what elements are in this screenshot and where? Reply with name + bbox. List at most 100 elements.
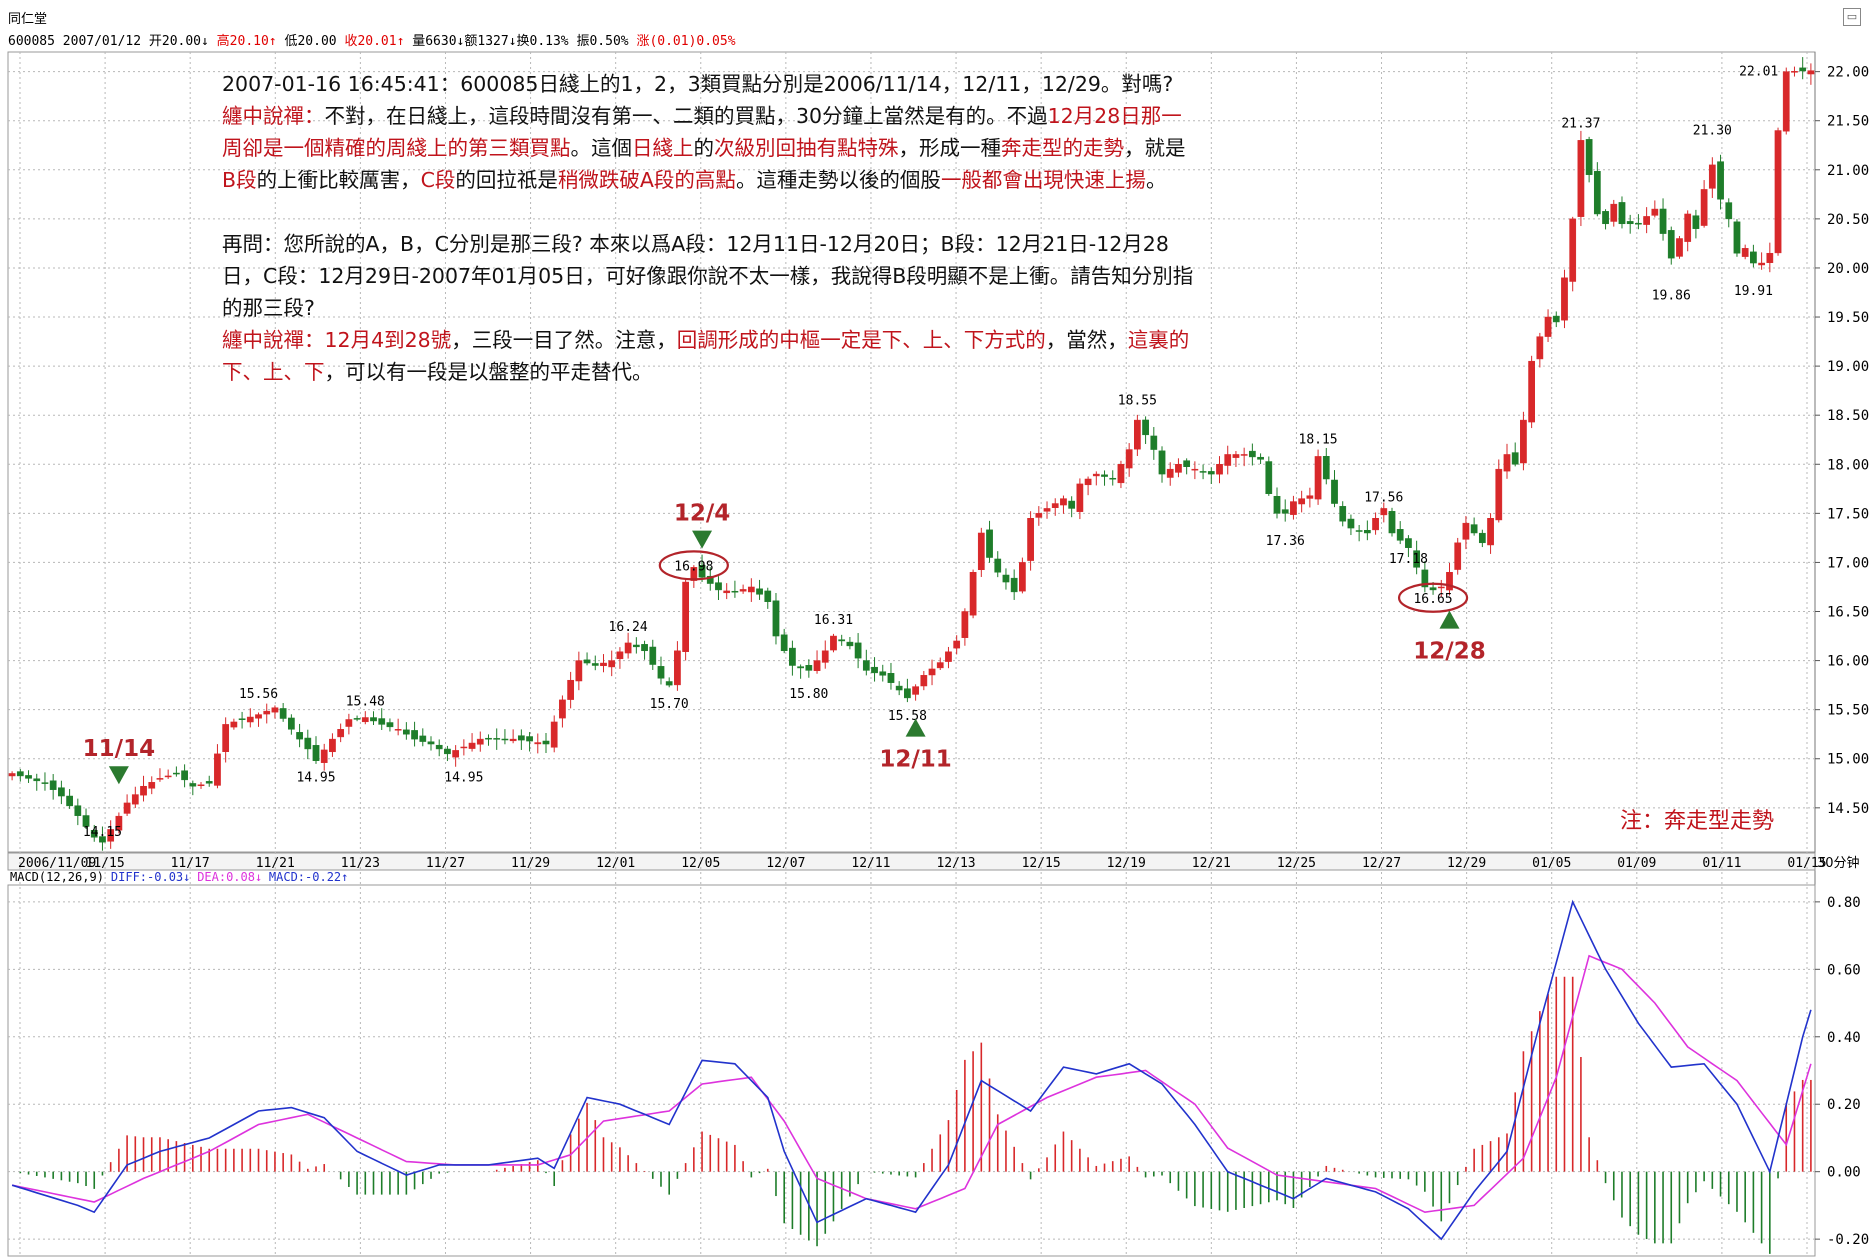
time-tick-label: 12/13 (936, 856, 975, 871)
candle-body (493, 738, 501, 740)
candle-body (329, 738, 336, 753)
candle-body (164, 775, 172, 778)
candle-body (1667, 230, 1675, 259)
candle-body (287, 717, 295, 730)
candle-body (986, 529, 993, 558)
macd-tick-label: 0.40 (1827, 1030, 1861, 1046)
candle-body (238, 718, 246, 720)
macd-legend-item: MACD(12,26,9) (10, 870, 104, 884)
candle-body (1511, 452, 1519, 465)
candle-body (1043, 508, 1051, 512)
commentary-line: 2007-01-16 16:45:41：600085日綫上的1，2，3類買點分別… (222, 68, 1252, 100)
macd-legend-item: DIFF:-0.03↓ (111, 870, 190, 884)
candle-body (1437, 586, 1445, 589)
price-annotation: 17.18 (1389, 552, 1428, 567)
price-annotation: 16.24 (609, 620, 648, 635)
time-tick-label: 12/27 (1362, 856, 1401, 871)
commentary-line: 周卻是一個精確的周綫上的第三類買點。這個日綫上的次級別回抽有點特殊，形成一種奔走… (222, 132, 1252, 164)
quote-field: 低20.00 (284, 34, 337, 49)
macd-tick-label: 0.20 (1827, 1097, 1861, 1113)
candle-body (1470, 524, 1478, 534)
candle-body (747, 586, 755, 593)
time-tick-label: 11/27 (426, 856, 465, 871)
candle-body (402, 729, 410, 735)
highlighted-text: 日綫上 (632, 136, 694, 160)
candle-body (1692, 215, 1700, 229)
candle-body (517, 735, 525, 741)
candle-body (608, 660, 616, 668)
price-tick-label: 16.00 (1827, 654, 1869, 670)
price-tick-label: 22.00 (1827, 65, 1869, 81)
candle-body (953, 640, 961, 649)
candle-body (1298, 498, 1306, 505)
candle-body (1347, 518, 1355, 529)
highlighted-text: 一般都會出現快速上揚 (940, 168, 1146, 192)
buy-arrow-down-icon (108, 766, 129, 785)
candle-body (419, 735, 427, 742)
candle-body (123, 802, 131, 814)
candle-body (682, 581, 689, 652)
candle-body (1536, 336, 1544, 360)
candle-body (1717, 161, 1724, 200)
commentary-line: 纏中說禪：不對，在日綫上，這段時間沒有第一、二類的買點，30分鐘上當然是有的。不… (222, 100, 1252, 132)
candle-body (66, 795, 73, 807)
commentary-text-run: 。 (1145, 168, 1167, 192)
time-tick-label: 11/15 (86, 856, 125, 871)
commentary-text-run: ，就是 (1124, 136, 1186, 160)
candle-body (107, 829, 115, 842)
macd-legend-item: DEA:0.08↓ (197, 870, 262, 884)
macd-tick-label: 0.00 (1827, 1165, 1861, 1181)
candle-body (994, 558, 1002, 573)
candle-body (961, 611, 969, 638)
candle-body (1528, 360, 1536, 423)
candle-body (969, 571, 977, 616)
price-annotation: 16.31 (814, 613, 853, 628)
candle-body (1585, 139, 1593, 175)
price-annotation: 15.58 (888, 709, 927, 724)
price-annotation: 14.95 (444, 771, 483, 786)
candle-body (895, 685, 903, 691)
date-marker-label: 11/14 (83, 736, 155, 762)
candle-body (1495, 468, 1503, 521)
candle-body (690, 567, 698, 581)
commentary-line: 下、上、下，可以有一段是以盤整的平走替代。 (222, 356, 1252, 388)
candle-body (1183, 460, 1191, 467)
candle-body (723, 590, 731, 594)
commentary-line: B段的上衝比較厲害，C段的回拉祇是稍微跌破A段的高點。這種走勢以後的個股一般都會… (222, 164, 1252, 196)
candle-body (90, 829, 98, 838)
candle-body (1216, 464, 1223, 475)
commentary-line: 再問：您所說的A，B，C分別是那三段? 本來以爲A段：12月11日-12月20日… (222, 228, 1252, 260)
candle-body (846, 641, 854, 647)
macd-tick-label: -0.20 (1827, 1232, 1869, 1248)
commentary-text-run: ，當然， (1045, 328, 1128, 352)
time-tick-label: 12/11 (851, 856, 890, 871)
candle-body (1068, 500, 1076, 509)
candle-body (49, 780, 57, 790)
candle-body (1782, 71, 1790, 132)
quote-field: 涨(0.01)0.05% (636, 34, 736, 49)
candle-body (1799, 67, 1807, 72)
time-tick-label: 11/29 (511, 856, 550, 871)
commentary-text-run: 的上衝比較厲害， (256, 168, 421, 192)
candle-body (25, 775, 32, 779)
dea-line (11, 954, 1812, 1214)
candle-body (813, 660, 821, 671)
date-marker-label: 12/28 (1413, 639, 1485, 665)
candle-body (600, 662, 607, 667)
candle-body (1035, 513, 1043, 518)
candle-body (1101, 474, 1108, 477)
candle-body (1142, 419, 1149, 436)
candle-body (1158, 450, 1166, 475)
candle-body (1487, 518, 1494, 546)
macd-pane-frame (7, 884, 1816, 1257)
candle-body (977, 532, 985, 570)
price-tick-label: 19.00 (1827, 359, 1869, 375)
commentary-text-run: ，可以有一段是以盤整的平走替代。 (324, 360, 653, 384)
price-annotation: 15.48 (346, 695, 385, 710)
price-tick-label: 17.00 (1827, 555, 1869, 571)
highlighted-text: 纏中說禪：12月4到28號 (222, 328, 452, 352)
candle-body (1290, 501, 1297, 515)
candle-body (1199, 471, 1207, 473)
candle-body (205, 781, 213, 784)
window-restore-icon[interactable]: ▭ (1843, 8, 1861, 26)
